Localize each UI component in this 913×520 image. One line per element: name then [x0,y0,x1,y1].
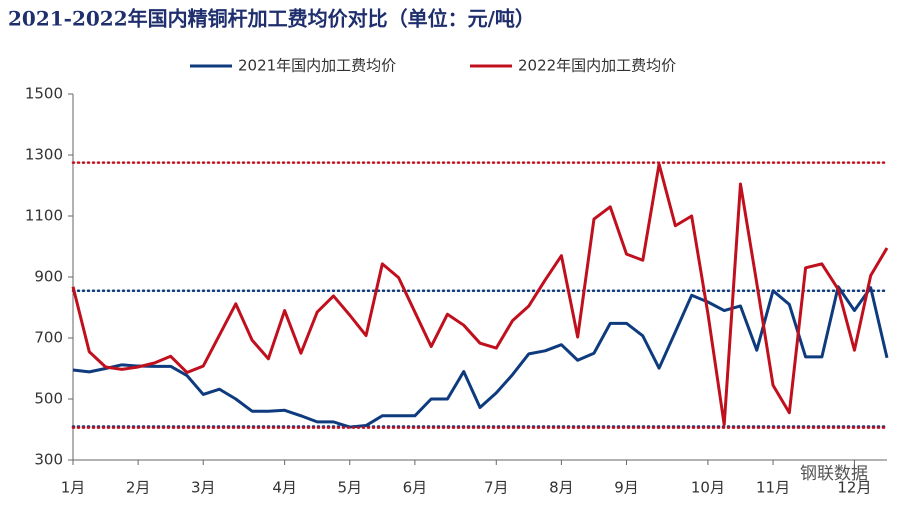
chart-title: 2021-2022年国内精铜杆加工费均价对比（单位：元/吨） [8,7,535,31]
x-tick-label: 2月 [126,479,151,497]
y-tick-label: 1300 [25,146,63,164]
x-tick-label: 6月 [403,479,428,497]
x-tick-label: 11月 [756,479,790,497]
x-tick-label: 10月 [691,479,725,497]
x-tick-label: 7月 [484,479,509,497]
legend-label: 2022年国内加工费均价 [518,57,676,75]
x-tick-label: 5月 [337,479,362,497]
y-tick-label: 1500 [25,85,63,103]
series-line [72,285,889,429]
x-tick-label: 1月 [61,479,86,497]
watermark: 钢联数据 [800,464,868,484]
x-tick-label: 3月 [191,479,216,497]
y-tick-label: 900 [34,268,63,286]
x-tick-label: 8月 [549,479,574,497]
y-tick-label: 700 [34,329,63,347]
x-tick-label: 4月 [272,479,297,497]
legend-label: 2021年国内加工费均价 [238,57,396,75]
x-tick-label: 9月 [614,479,639,497]
y-tick-label: 1100 [25,207,63,225]
y-tick-label: 500 [34,390,63,408]
y-tick-label: 300 [34,451,63,469]
series-line [71,162,889,427]
x-tick-label: 12月 [837,479,871,497]
